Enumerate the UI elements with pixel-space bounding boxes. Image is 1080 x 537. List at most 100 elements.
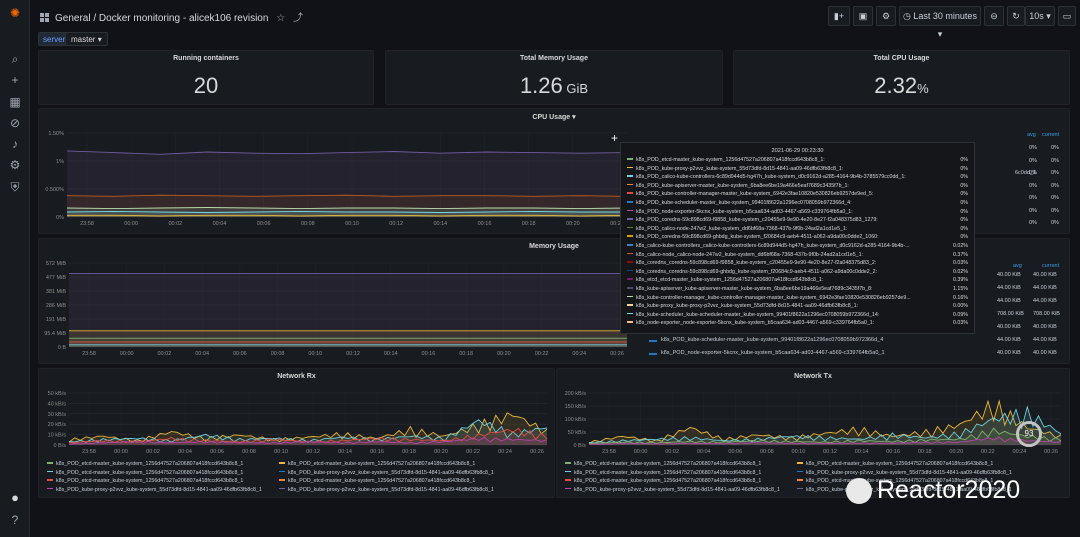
refresh-interval-picker[interactable]: 10s ▾ <box>1025 6 1055 26</box>
legend-header-avg[interactable]: avg <box>1027 132 1036 138</box>
legend-item[interactable]: k8s_POD_kube-proxy-p2vvz_kube-system_55d… <box>797 470 1012 476</box>
y-tick-label: 95.4 MiB <box>44 331 66 337</box>
bell-icon[interactable]: ♪ <box>12 137 18 151</box>
explore-icon[interactable]: ⊘ <box>9 116 21 130</box>
legend-item[interactable]: k8s_POD_etcd-master_kube-system_1256d475… <box>797 478 993 484</box>
refresh-button[interactable]: ↻ <box>1007 6 1025 26</box>
search-icon[interactable]: ⌕ <box>11 52 19 66</box>
legend-label: k8s_POD_etcd-master_kube-system_1256d475… <box>56 461 244 467</box>
tooltip-row: k8s_kube-scheduler_kube-scheduler-master… <box>627 312 968 319</box>
x-tick-label: 00:16 <box>422 351 436 357</box>
legend-label: k8s_POD_etcd-master_kube-system_1256d475… <box>574 461 762 467</box>
memory-usage-chart[interactable]: 572 MiB 477 MiB 381 MiB 286 MiB 191 MiB 95.4 … <box>39 255 629 364</box>
dashboard-settings-button[interactable]: ⚙ <box>876 6 896 26</box>
tooltip-row: k8s_POD_coredns-59c898cd69-f9858_kube-sy… <box>627 217 968 224</box>
network-rx-panel[interactable]: Network Rx 50 kB/s 40 kB/s 30 kB/s 20 kB/s 1… <box>38 368 555 498</box>
legend-item[interactable]: k8s_POD_etcd-master_kube-system_1256d475… <box>47 478 243 484</box>
add-panel-button[interactable]: ▮+ <box>828 6 850 26</box>
tooltip-label: k8s_POD_coredns-59c898cd69-ghbdg_kube-sy… <box>636 234 879 241</box>
shield-icon[interactable]: ⛨ <box>10 180 20 194</box>
legend-item[interactable]: k8s_POD_etcd-master_kube-system_1256d475… <box>565 470 761 476</box>
top-navbar: General / Docker monitoring - alicek106 … <box>30 0 1080 39</box>
stat-panel-total-cpu[interactable]: Total CPU Usage 2.32% <box>733 50 1070 105</box>
legend-header-current[interactable]: current <box>1042 132 1060 138</box>
panel-title[interactable]: CPU Usage ▾ <box>39 113 1069 121</box>
time-range-picker[interactable]: ◷ Last 30 minutes ▾ <box>899 6 981 39</box>
series-area <box>69 437 547 445</box>
legend-item[interactable]: k8s_POD_etcd-master_kube-system_1256d475… <box>47 461 243 467</box>
series-line <box>588 399 1062 444</box>
gear-icon[interactable]: ⚙ <box>9 158 21 172</box>
series-line <box>588 405 1062 444</box>
legend-header-current[interactable]: current <box>1042 263 1060 269</box>
tooltip-value: 0% <box>960 165 968 172</box>
network-tx-panel[interactable]: Network Tx 200 kB/s 150 kB/s 100 kB/s 50 kB… <box>556 368 1070 498</box>
panel-title[interactable]: Memory Usage <box>529 243 579 250</box>
legend-item[interactable]: k8s_POD_kube-proxy-p2vvz_kube-system_55d… <box>565 487 780 493</box>
series-line <box>66 150 628 155</box>
tooltip-label: k8s_coredns_coredns-59c898cd69-ghbdg_kub… <box>636 268 878 275</box>
y-tick-label: 0.500% <box>45 187 64 193</box>
tooltip-swatch <box>627 304 633 306</box>
x-tick-label: 00:10 <box>792 449 806 455</box>
y-tick-label: 20 kB/s <box>48 422 67 428</box>
tooltip-swatch <box>627 209 633 212</box>
breadcrumb-title[interactable]: General / Docker monitoring - alicek106 … <box>55 13 269 24</box>
tooltip-row: k8s_coredns_coredns-59c898cd69-f9858_kub… <box>627 260 968 267</box>
x-tick-label: 00:20 <box>434 449 448 455</box>
x-tick-label: 00:14 <box>855 449 869 455</box>
x-tick-label: 00:20 <box>497 351 511 357</box>
x-tick-label: 00:08 <box>242 449 256 455</box>
legend-item[interactable]: k8s_POD_etcd-master_kube-system_1256d475… <box>279 478 475 484</box>
legend-item[interactable]: k8s_POD_etcd-master_kube-system_1256d475… <box>565 478 761 484</box>
legend-item[interactable]: k8s_POD_etcd-master_kube-system_1256d475… <box>47 470 243 476</box>
legend-item[interactable]: k8s_POD_kube-proxy-p2vvz_kube-system_55d… <box>279 470 494 476</box>
legend-item[interactable]: k8s_POD_kube-proxy-p2vvz_kube-system_55d… <box>797 487 1012 493</box>
legend-item[interactable]: k8s_POD_kube-proxy-p2vvz_kube-system_55d… <box>47 487 262 493</box>
grafana-logo-icon[interactable]: ✺ <box>9 6 21 20</box>
chevron-down-icon: ▾ <box>97 35 102 44</box>
legend-item[interactable]: k8s_POD_etcd-master_kube-system_1256d475… <box>279 461 475 467</box>
legend-item[interactable]: k8s_POD_etcd-master_kube-system_1256d475… <box>565 461 761 467</box>
save-dashboard-button[interactable]: ▣ <box>853 6 873 26</box>
cpu-legend-table: 0% 0% 0% 0% 0% 0% 0% 0% 0% 0% 0% 0% 0% 0% 6c0dd_1 <box>979 145 1069 233</box>
panel-title[interactable]: Network Rx <box>277 373 316 380</box>
x-tick-label: 00:04 <box>195 351 209 357</box>
x-tick-label: 00:20 <box>566 221 580 227</box>
legend-item[interactable]: k8s_POD_etcd-master_kube-system_1256d475… <box>797 461 993 467</box>
tooltip-swatch <box>627 201 633 203</box>
floating-gauge-widget[interactable]: 93 <box>1016 421 1042 447</box>
legend-current: 44.00 KiB <box>1033 298 1057 304</box>
legend-swatch <box>797 470 803 472</box>
legend-label: k8s_POD_etcd-master_kube-system_1256d475… <box>56 478 244 484</box>
legend-label: k8s_POD_etcd-master_kube-system_1256d475… <box>806 478 994 484</box>
dashboards-icon[interactable]: ▦ <box>9 95 21 109</box>
stat-panel-running-containers[interactable]: Running containers 20 <box>38 50 374 105</box>
y-tick-label: 1.50% <box>48 131 64 137</box>
legend-header-avg[interactable]: avg <box>1013 263 1022 269</box>
panel-title[interactable]: Network Tx <box>794 373 832 380</box>
zoom-out-button[interactable]: ⊖ <box>984 6 1004 26</box>
network-rx-chart[interactable]: 50 kB/s 40 kB/s 30 kB/s 20 kB/s 10 kB/s 0 B/s… <box>39 385 554 461</box>
legend-item[interactable]: k8s_POD_kube-proxy-p2vvz_kube-system_55d… <box>279 487 494 493</box>
cpu-usage-chart[interactable]: 1.50% 1% 0.500% 0% 23:58 00:00 00:02 00:04 00:06… <box>39 125 629 234</box>
stat-panel-total-memory[interactable]: Total Memory Usage 1.26 GiB <box>385 50 723 105</box>
plus-icon[interactable]: + <box>11 73 19 87</box>
tooltip-value: 0.09% <box>952 311 968 318</box>
series-line <box>66 207 628 210</box>
series-line <box>66 194 628 197</box>
x-tick-label: 23:58 <box>82 351 96 357</box>
help-icon[interactable]: ? <box>11 513 19 527</box>
series-area <box>69 419 547 445</box>
tooltip-row: k8s_node-exporter_node-exporter-5kcnx_ku… <box>627 320 968 327</box>
star-icon[interactable]: ☆ <box>276 13 286 24</box>
variable-select-server[interactable]: master ▾ <box>65 32 108 46</box>
tooltip-row: k8s_POD_kube-apiserver-master_kube-syste… <box>627 183 968 190</box>
tooltip-value: 0.03% <box>952 260 968 267</box>
tv-mode-button[interactable]: ▭ <box>1058 6 1076 26</box>
chevron-down-icon: ▾ <box>937 29 943 39</box>
network-tx-chart[interactable]: 200 kB/s 150 kB/s 100 kB/s 50 kB/s 0 B/s 23:5… <box>557 385 1069 461</box>
breadcrumb[interactable]: General / Docker monitoring - alicek106 … <box>40 9 303 24</box>
user-avatar-icon[interactable]: ● <box>11 490 19 505</box>
share-icon[interactable]: ⤴ <box>292 13 303 24</box>
